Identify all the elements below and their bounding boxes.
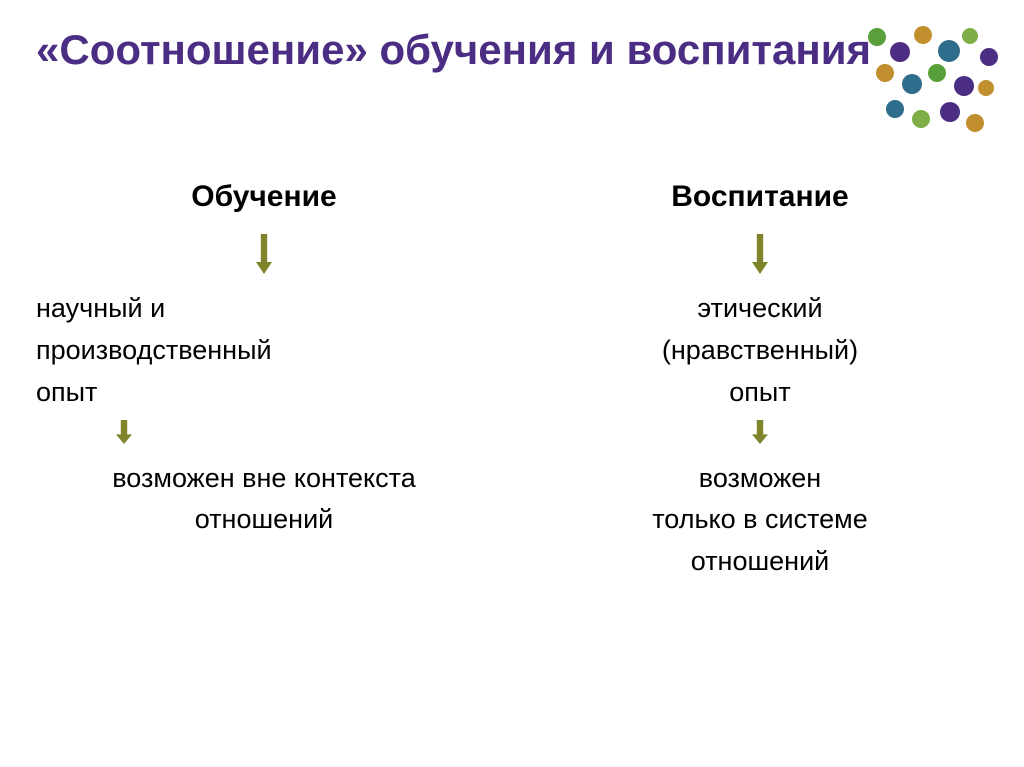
text-line: отношений	[652, 541, 868, 583]
arrow-down-icon	[116, 420, 132, 444]
dot-icon	[886, 100, 904, 118]
text-line: (нравственный)	[662, 330, 858, 372]
dot-icon	[978, 80, 994, 96]
column-left: Обучение научный и производственный опыт…	[36, 180, 492, 583]
dot-icon	[876, 64, 894, 82]
left-block-1: научный и производственный опыт	[36, 288, 272, 414]
arrow-down-icon	[752, 420, 768, 444]
arrow-down-icon	[752, 234, 768, 274]
dot-icon	[940, 102, 960, 122]
column-right: Воспитание этический (нравственный) опыт…	[532, 180, 988, 583]
dot-icon	[962, 28, 978, 44]
dot-icon	[914, 26, 932, 44]
text-line: опыт	[36, 372, 272, 414]
text-line: отношений	[112, 499, 416, 541]
left-block-2: возможен вне контекста отношений	[112, 458, 416, 542]
dot-icon	[902, 74, 922, 94]
right-block-2: возможен только в системе отношений	[652, 458, 868, 584]
decorative-dots	[858, 20, 998, 140]
dot-icon	[928, 64, 946, 82]
text-line: производственный	[36, 330, 272, 372]
right-block-1: этический (нравственный) опыт	[662, 288, 858, 414]
dot-icon	[954, 76, 974, 96]
left-header: Обучение	[191, 180, 337, 214]
text-line: только в системе	[652, 499, 868, 541]
text-line: опыт	[662, 372, 858, 414]
slide-title: «Соотношение» обучения и воспитания	[36, 24, 871, 77]
dot-icon	[912, 110, 930, 128]
dot-icon	[890, 42, 910, 62]
text-line: научный и	[36, 288, 272, 330]
text-line: этический	[662, 288, 858, 330]
right-header: Воспитание	[671, 180, 848, 214]
dot-icon	[966, 114, 984, 132]
diagram-columns: Обучение научный и производственный опыт…	[36, 180, 988, 583]
dot-icon	[980, 48, 998, 66]
dot-icon	[938, 40, 960, 62]
arrow-down-icon	[256, 234, 272, 274]
text-line: возможен	[652, 458, 868, 500]
dot-icon	[868, 28, 886, 46]
text-line: возможен вне контекста	[112, 458, 416, 500]
